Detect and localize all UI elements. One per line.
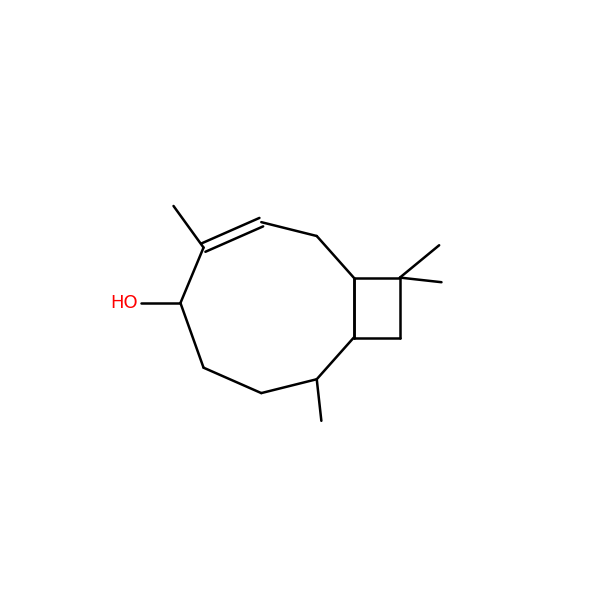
Text: HO: HO [110, 294, 137, 312]
